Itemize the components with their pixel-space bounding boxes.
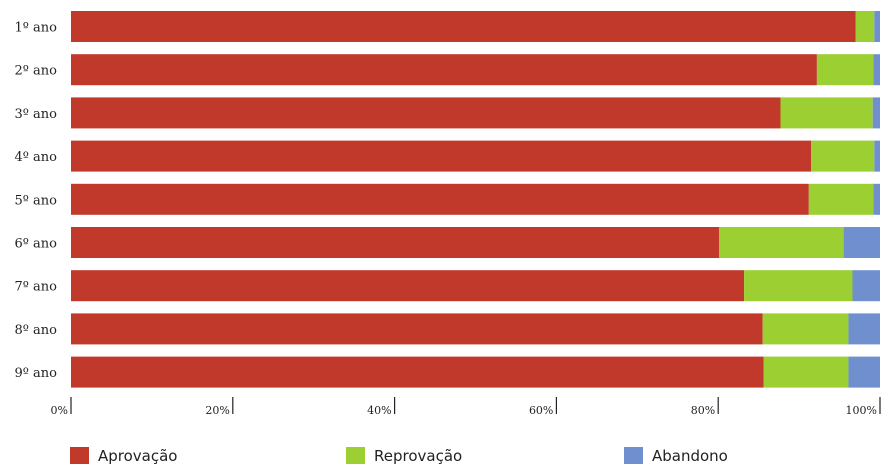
category-label: 2º ano	[15, 64, 58, 79]
bar-aprova-o-8	[71, 313, 763, 345]
bar-aprova-o-6	[71, 227, 720, 258]
category-label: 8º ano	[15, 323, 58, 338]
category-label: 7º ano	[15, 280, 58, 295]
x-tick-label: 60%	[529, 404, 553, 417]
bar-abandono-5	[873, 183, 880, 215]
legend-swatch	[346, 447, 365, 464]
legend-label: Abandono	[652, 447, 728, 465]
x-tick-label: 100%	[846, 404, 877, 417]
bar-abandono-7	[852, 270, 880, 302]
bar-reprova-o-4	[811, 140, 875, 172]
bar-aprova-o-3	[71, 97, 781, 129]
bar-aprova-o-7	[71, 270, 745, 302]
x-tick-label: 20%	[205, 404, 229, 417]
bar-aprova-o-1	[71, 11, 856, 42]
bar-abandono-3	[872, 97, 880, 129]
category-label: 1º ano	[15, 21, 58, 36]
bar-aprova-o-2	[71, 54, 817, 86]
legend-swatch	[624, 447, 643, 464]
bar-reprova-o-9	[763, 356, 849, 388]
x-tick-label: 0%	[51, 404, 68, 417]
x-tick-label: 40%	[367, 404, 391, 417]
bar-reprova-o-6	[719, 227, 844, 258]
legend-label: Reprovação	[374, 447, 462, 465]
bar-reprova-o-8	[762, 313, 849, 345]
legend-label: Aprovação	[98, 447, 177, 465]
bar-reprova-o-2	[816, 54, 874, 86]
bar-abandono-8	[848, 313, 880, 345]
bar-reprova-o-5	[808, 183, 874, 215]
category-label: 3º ano	[15, 107, 58, 122]
bar-abandono-1	[874, 11, 880, 42]
bar-aprova-o-9	[71, 356, 764, 388]
bar-aprova-o-5	[71, 183, 809, 215]
category-label: 9º ano	[15, 366, 58, 381]
x-tick-label: 80%	[691, 404, 715, 417]
legend-swatch	[70, 447, 89, 464]
bar-abandono-6	[843, 227, 880, 258]
bar-aprova-o-4	[71, 140, 812, 172]
category-label: 4º ano	[15, 150, 58, 165]
bar-abandono-2	[873, 54, 880, 86]
bar-reprova-o-7	[744, 270, 853, 302]
bar-reprova-o-3	[780, 97, 873, 129]
bar-reprova-o-1	[855, 11, 875, 42]
bar-abandono-9	[848, 356, 880, 388]
category-label: 6º ano	[15, 237, 58, 252]
bar-abandono-4	[874, 140, 880, 172]
category-label: 5º ano	[15, 193, 58, 208]
